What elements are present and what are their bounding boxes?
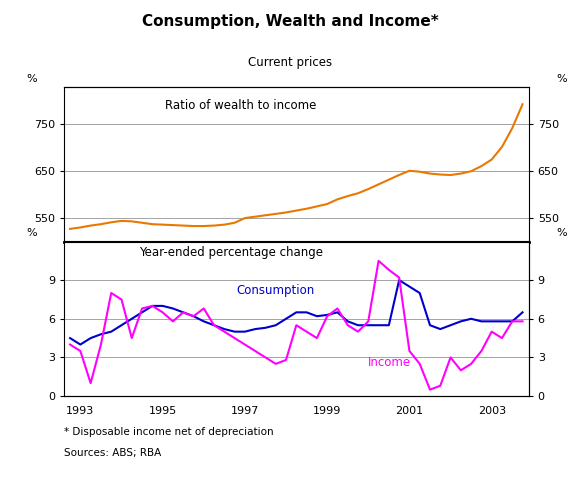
Text: Ratio of wealth to income: Ratio of wealth to income — [165, 99, 316, 113]
Text: %: % — [26, 74, 37, 84]
Text: Consumption: Consumption — [236, 284, 314, 298]
Text: Income: Income — [368, 355, 411, 369]
Text: %: % — [556, 74, 566, 84]
Text: %: % — [26, 228, 37, 239]
Text: Consumption, Wealth and Income*: Consumption, Wealth and Income* — [142, 14, 439, 29]
Text: Sources: ABS; RBA: Sources: ABS; RBA — [64, 448, 161, 458]
Text: * Disposable income net of depreciation: * Disposable income net of depreciation — [64, 427, 274, 438]
Text: Year-ended percentage change: Year-ended percentage change — [139, 246, 323, 259]
Text: %: % — [556, 228, 566, 239]
Text: Current prices: Current prices — [249, 56, 332, 69]
